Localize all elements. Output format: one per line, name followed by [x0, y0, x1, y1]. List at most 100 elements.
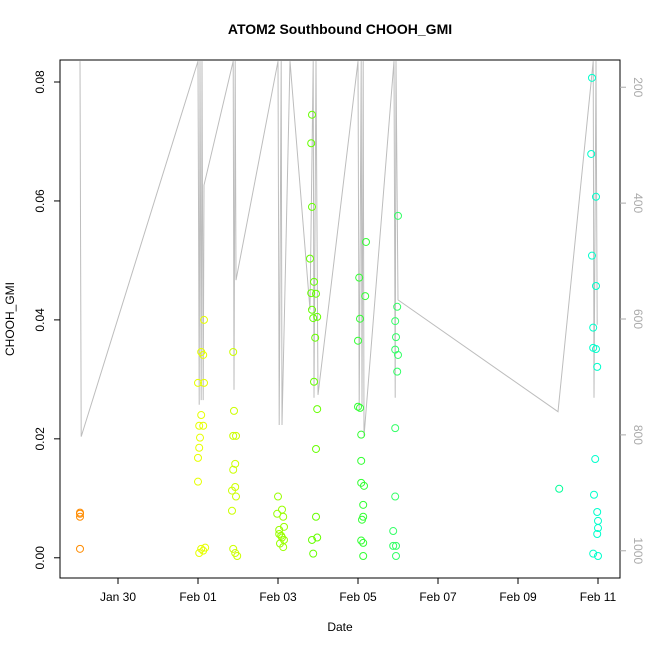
- point: [313, 405, 322, 414]
- point: [308, 305, 316, 314]
- x-tick-label: Feb 07: [419, 590, 457, 604]
- chart-title: ATOM2 Southbound CHOOH_GMI: [228, 21, 452, 37]
- point: [313, 533, 322, 542]
- point: [197, 544, 206, 553]
- point: [588, 251, 596, 260]
- point: [307, 139, 316, 148]
- point: [391, 492, 400, 501]
- point: [555, 484, 564, 493]
- point: [357, 430, 366, 439]
- point: [356, 403, 364, 412]
- point: [312, 444, 320, 453]
- point: [228, 486, 236, 495]
- point: [232, 492, 240, 501]
- point: [308, 202, 316, 211]
- x-tick-label: Feb 01: [179, 590, 217, 604]
- point: [591, 455, 600, 464]
- y2-tick-label: 800: [631, 425, 645, 445]
- point: [391, 317, 400, 326]
- point: [194, 477, 202, 486]
- plot-area: [76, 61, 602, 560]
- point: [199, 350, 208, 359]
- point: [76, 512, 84, 521]
- point: [594, 551, 602, 560]
- point: [308, 535, 316, 544]
- point: [76, 508, 84, 517]
- y-axis-label: CHOOH_GMI: [3, 282, 17, 356]
- point: [309, 549, 318, 558]
- point: [231, 459, 240, 468]
- y2-tick-label: 600: [631, 309, 645, 329]
- point: [393, 302, 402, 311]
- point: [232, 431, 240, 440]
- point: [310, 377, 318, 386]
- point: [310, 277, 318, 286]
- profile-line: [79, 61, 598, 437]
- point: [589, 323, 598, 332]
- y2-tick-label: 400: [631, 193, 645, 213]
- point: [194, 453, 202, 462]
- point: [361, 292, 370, 301]
- x-tick-label: Feb 05: [339, 590, 377, 604]
- point: [308, 110, 316, 119]
- point: [354, 402, 362, 411]
- point: [389, 527, 398, 536]
- point: [355, 273, 364, 282]
- point: [229, 544, 238, 553]
- point: [278, 533, 286, 542]
- point: [392, 541, 400, 550]
- point: [394, 350, 402, 359]
- point: [392, 551, 400, 560]
- point: [592, 345, 600, 354]
- x-tick-label: Feb 09: [499, 590, 537, 604]
- point: [593, 507, 602, 516]
- point: [195, 443, 204, 452]
- y-tick-label: 0.08: [33, 70, 47, 94]
- point: [201, 543, 210, 552]
- y2-tick-label: 1000: [631, 537, 645, 564]
- point: [233, 551, 242, 560]
- point: [592, 192, 600, 201]
- point: [394, 211, 402, 220]
- point: [589, 549, 598, 558]
- point: [358, 515, 366, 524]
- point: [307, 289, 316, 298]
- point: [587, 149, 596, 158]
- point: [199, 421, 208, 430]
- point: [229, 348, 238, 357]
- point: [230, 406, 238, 415]
- point: [592, 281, 600, 290]
- point: [393, 367, 402, 376]
- point: [194, 378, 202, 387]
- point: [593, 362, 602, 371]
- x-tick-label: Feb 03: [259, 590, 297, 604]
- x-tick-label: Jan 30: [100, 590, 136, 604]
- point: [279, 512, 288, 521]
- point: [311, 333, 320, 342]
- x-tick-label: Feb 11: [580, 590, 617, 604]
- x-axis-label: Date: [327, 620, 353, 634]
- y-tick-label: 0.00: [33, 546, 47, 570]
- point: [197, 411, 206, 420]
- point: [359, 551, 368, 560]
- point: [594, 524, 602, 533]
- point: [306, 254, 314, 263]
- point: [359, 538, 368, 547]
- point: [389, 541, 398, 550]
- point: [312, 512, 320, 521]
- point: [357, 456, 366, 465]
- point: [313, 312, 322, 321]
- point: [275, 525, 284, 534]
- point: [196, 433, 204, 442]
- point: [229, 431, 238, 440]
- point: [356, 314, 364, 323]
- y-tick-label: 0.06: [33, 189, 47, 213]
- point: [228, 506, 236, 515]
- point: [392, 333, 400, 342]
- point: [590, 490, 598, 499]
- point: [200, 378, 208, 387]
- point: [357, 536, 366, 545]
- point: [229, 465, 238, 474]
- point: [391, 424, 400, 433]
